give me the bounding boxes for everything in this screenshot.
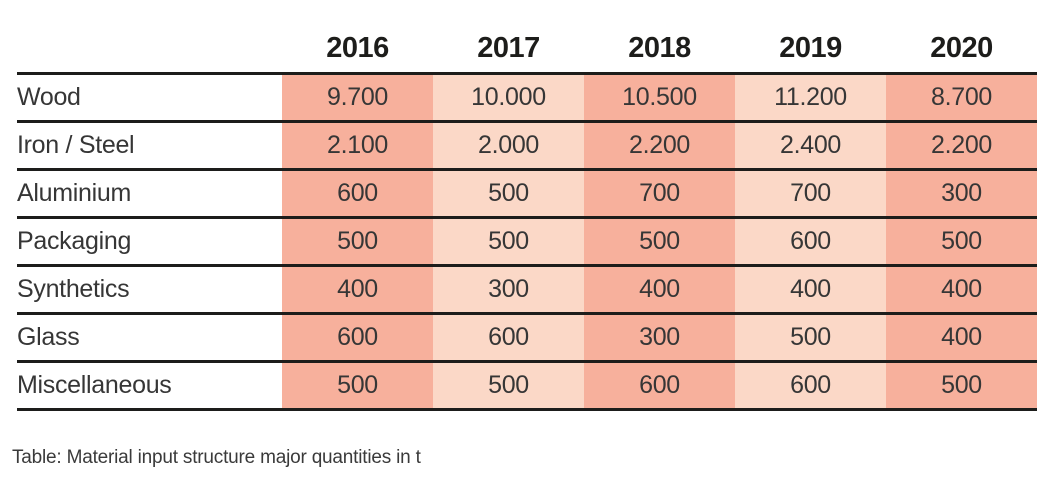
- value-cell: 300: [886, 169, 1037, 218]
- header-row: 2016 2017 2018 2019 2020: [17, 10, 1037, 74]
- table-row: Synthetics 400 300 400 400 400: [17, 265, 1037, 314]
- value-cell: 2.200: [584, 121, 735, 170]
- year-column-header: 2019: [779, 32, 842, 64]
- value-cell: 600: [584, 361, 735, 410]
- year-column-header: 2018: [628, 32, 691, 64]
- table-body: Wood 9.700 10.000 10.500 11.200 8.700 Ir…: [17, 73, 1037, 410]
- year-column-header: 2016: [326, 32, 389, 64]
- value-cell: 11.200: [735, 73, 886, 122]
- table-row: Iron / Steel 2.100 2.000 2.200 2.400 2.2…: [17, 121, 1037, 170]
- value-cell: 500: [433, 217, 584, 266]
- value-cell: 2.200: [886, 121, 1037, 170]
- table-row: Packaging 500 500 500 600 500: [17, 217, 1037, 266]
- value-cell: 700: [584, 169, 735, 218]
- year-column-header: 2020: [930, 32, 993, 64]
- value-cell: 500: [282, 217, 433, 266]
- value-cell: 300: [433, 265, 584, 314]
- value-cell: 500: [886, 361, 1037, 410]
- header-corner-cell: [17, 10, 282, 74]
- value-cell: 9.700: [282, 73, 433, 122]
- value-cell: 700: [735, 169, 886, 218]
- table-caption: Table: Material input structure major qu…: [12, 447, 421, 468]
- value-cell: 10.000: [433, 73, 584, 122]
- value-cell: 500: [433, 169, 584, 218]
- row-label: Packaging: [17, 217, 282, 266]
- row-label: Miscellaneous: [17, 361, 282, 410]
- row-label: Glass: [17, 313, 282, 362]
- material-input-table: 2016 2017 2018 2019 2020 Wood 9.700 10.000 1…: [17, 10, 1037, 411]
- value-cell: 8.700: [886, 73, 1037, 122]
- value-cell: 600: [735, 217, 886, 266]
- value-cell: 400: [886, 313, 1037, 362]
- value-cell: 2.400: [735, 121, 886, 170]
- value-cell: 300: [584, 313, 735, 362]
- value-cell: 500: [433, 361, 584, 410]
- value-cell: 2.100: [282, 121, 433, 170]
- year-column-header: 2017: [477, 32, 540, 64]
- value-cell: 600: [282, 313, 433, 362]
- value-cell: 600: [282, 169, 433, 218]
- value-cell: 400: [735, 265, 886, 314]
- row-label: Wood: [17, 73, 282, 122]
- value-cell: 600: [735, 361, 886, 410]
- row-label: Iron / Steel: [17, 121, 282, 170]
- row-label: Synthetics: [17, 265, 282, 314]
- row-label: Aluminium: [17, 169, 282, 218]
- value-cell: 400: [584, 265, 735, 314]
- table-row: Glass 600 600 300 500 400: [17, 313, 1037, 362]
- value-cell: 500: [735, 313, 886, 362]
- value-cell: 600: [433, 313, 584, 362]
- value-cell: 400: [886, 265, 1037, 314]
- value-cell: 10.500: [584, 73, 735, 122]
- value-cell: 400: [282, 265, 433, 314]
- value-cell: 2.000: [433, 121, 584, 170]
- value-cell: 500: [584, 217, 735, 266]
- table-row: Miscellaneous 500 500 600 600 500: [17, 361, 1037, 410]
- table-header: 2016 2017 2018 2019 2020: [17, 10, 1037, 74]
- table-row: Aluminium 600 500 700 700 300: [17, 169, 1037, 218]
- value-cell: 500: [886, 217, 1037, 266]
- table-row: Wood 9.700 10.000 10.500 11.200 8.700: [17, 73, 1037, 122]
- value-cell: 500: [282, 361, 433, 410]
